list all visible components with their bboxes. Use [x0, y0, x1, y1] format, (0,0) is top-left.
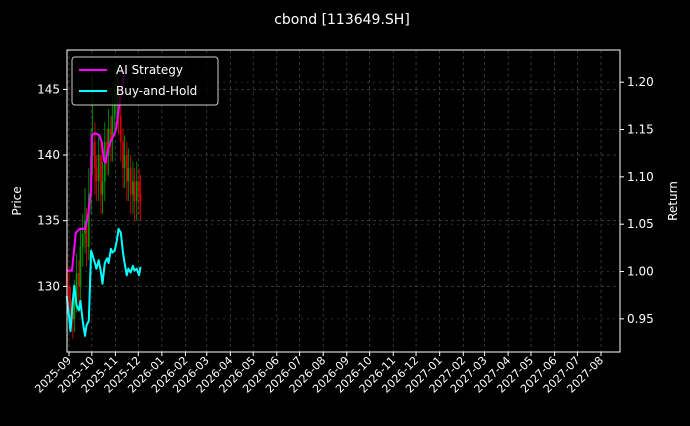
candle-body	[68, 286, 70, 300]
candle-body	[135, 181, 138, 201]
candle-body	[85, 220, 88, 247]
buy-and-hold-line	[65, 227, 142, 337]
candle-body	[69, 299, 72, 313]
candle-body	[95, 168, 98, 182]
candle-body	[111, 115, 114, 142]
right-tick-label: 1.00	[627, 265, 654, 279]
left-tick-label: 145	[37, 82, 60, 96]
left-tick-label: 140	[37, 148, 60, 162]
right-axis: 0.95 1.00 1.05 1.10 1.15 1.20	[620, 75, 654, 326]
candle-body	[79, 246, 82, 287]
right-tick-label: 1.05	[627, 217, 654, 231]
candle-body	[139, 194, 142, 201]
candle-body	[129, 168, 132, 195]
y-axis-label-left: Price	[10, 186, 24, 215]
strategy-line	[66, 69, 127, 272]
candle-body	[73, 299, 76, 320]
candle-body	[81, 233, 84, 247]
left-tick-label: 135	[37, 214, 60, 228]
left-tick-label: 130	[37, 279, 60, 293]
candle-body	[119, 115, 122, 142]
candle-body	[71, 312, 74, 320]
candle-body	[77, 273, 80, 287]
candle-body	[123, 155, 126, 169]
right-tick-label: 1.10	[627, 170, 654, 184]
legend-label-strategy: AI Strategy	[116, 63, 183, 77]
candle-body	[93, 141, 96, 169]
candle-body	[101, 181, 104, 195]
candle-body	[87, 194, 90, 247]
chart-title: cbond [113649.SH]	[274, 12, 410, 28]
candle-body	[113, 102, 116, 116]
candle-body	[122, 141, 124, 169]
plot-frame	[66, 49, 621, 353]
left-axis: 130 135 140 145	[37, 82, 67, 293]
candle-body	[75, 273, 78, 300]
candle-body	[132, 181, 134, 195]
candle-body	[125, 155, 128, 182]
candle-body	[109, 128, 112, 142]
candle-body	[107, 128, 110, 156]
series-lines	[65, 69, 142, 337]
legend: AI Strategy Buy-and-Hold	[71, 56, 219, 106]
candle-body	[106, 141, 108, 156]
y-axis-label-right: Return	[666, 181, 680, 221]
legend-box	[71, 56, 219, 106]
right-tick-label: 1.20	[627, 75, 654, 89]
right-tick-label: 0.95	[627, 312, 654, 326]
candle-body	[97, 155, 100, 182]
candle-body	[127, 168, 130, 182]
right-tick-label: 1.15	[627, 123, 654, 137]
legend-label-buy-hold: Buy-and-Hold	[116, 84, 197, 98]
candle-body	[133, 181, 136, 201]
candle-body	[138, 181, 140, 195]
candle-body	[100, 155, 102, 195]
